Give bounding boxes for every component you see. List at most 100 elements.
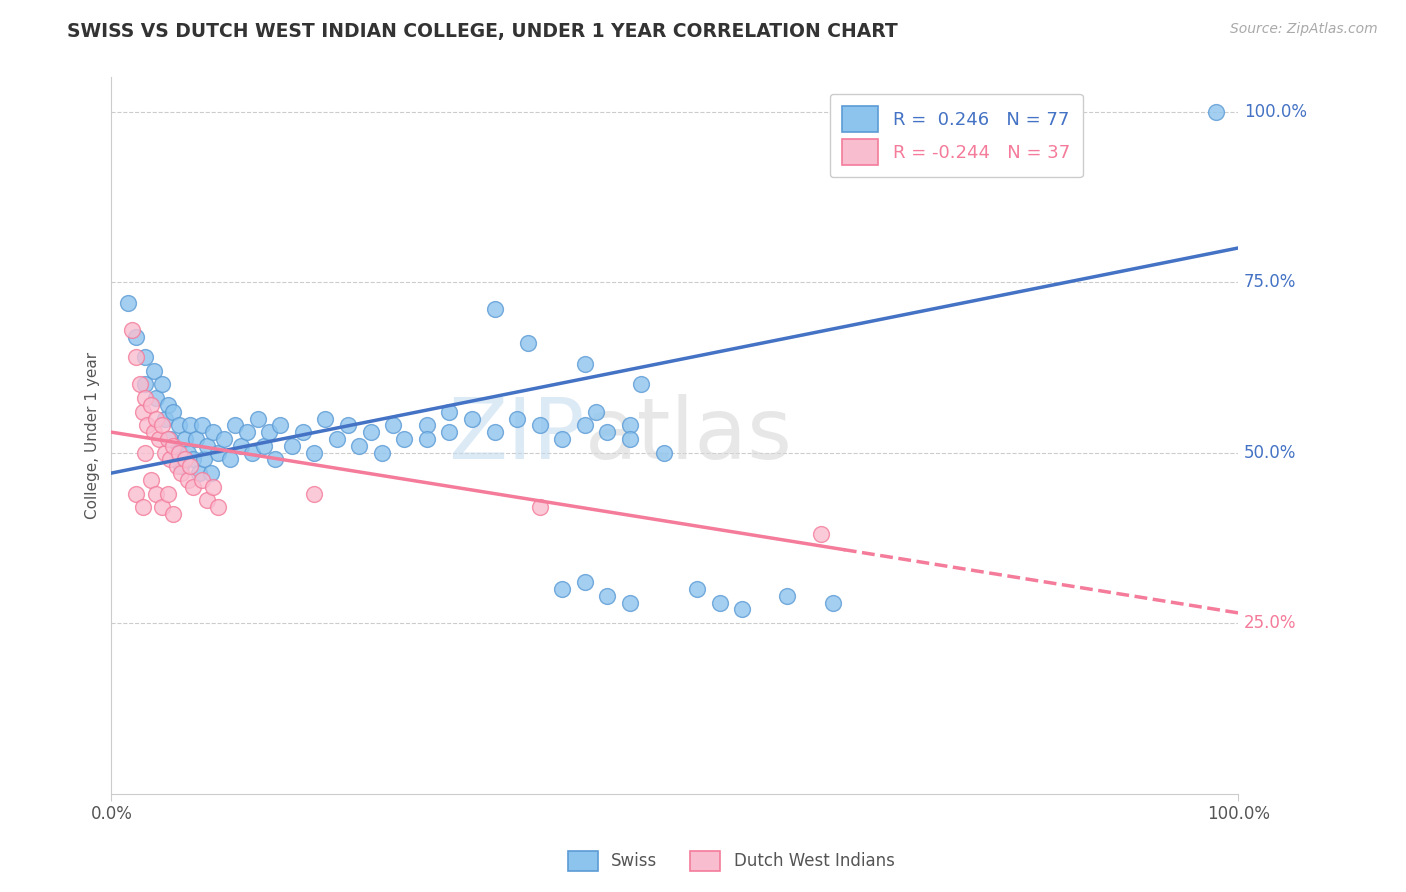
Point xyxy=(139,473,162,487)
Point xyxy=(574,357,596,371)
Point xyxy=(326,432,349,446)
Point xyxy=(162,439,184,453)
Point xyxy=(139,398,162,412)
Legend: R =  0.246   N = 77, R = -0.244   N = 37: R = 0.246 N = 77, R = -0.244 N = 37 xyxy=(830,94,1083,178)
Text: ZIP: ZIP xyxy=(449,394,585,477)
Point xyxy=(125,486,148,500)
Point xyxy=(134,377,156,392)
Point xyxy=(229,439,252,453)
Point xyxy=(551,582,574,596)
Point xyxy=(156,398,179,412)
Point xyxy=(269,418,291,433)
Point xyxy=(619,432,641,446)
Point xyxy=(173,432,195,446)
Point xyxy=(619,596,641,610)
Point xyxy=(181,452,204,467)
Point xyxy=(190,473,212,487)
Point xyxy=(574,418,596,433)
Point xyxy=(166,445,188,459)
Text: 100.0%: 100.0% xyxy=(1244,103,1306,120)
Point xyxy=(207,500,229,515)
Point xyxy=(117,295,139,310)
Point xyxy=(416,418,439,433)
Point xyxy=(776,589,799,603)
Point xyxy=(224,418,246,433)
Point xyxy=(371,445,394,459)
Text: 50.0%: 50.0% xyxy=(1244,443,1296,462)
Point xyxy=(195,439,218,453)
Point xyxy=(360,425,382,439)
Text: atlas: atlas xyxy=(585,394,793,477)
Point xyxy=(162,405,184,419)
Point xyxy=(155,411,177,425)
Legend: Swiss, Dutch West Indians: Swiss, Dutch West Indians xyxy=(560,842,903,880)
Point xyxy=(167,445,190,459)
Point xyxy=(585,405,607,419)
Point xyxy=(257,425,280,439)
Point xyxy=(349,439,371,453)
Point xyxy=(302,486,325,500)
Point xyxy=(134,445,156,459)
Point xyxy=(188,466,211,480)
Point xyxy=(484,302,506,317)
Point xyxy=(121,323,143,337)
Point xyxy=(134,391,156,405)
Point xyxy=(156,432,179,446)
Point xyxy=(170,459,193,474)
Point xyxy=(416,432,439,446)
Point xyxy=(252,439,274,453)
Point xyxy=(177,445,200,459)
Point xyxy=(128,377,150,392)
Point xyxy=(134,350,156,364)
Text: 25.0%: 25.0% xyxy=(1244,615,1296,632)
Point xyxy=(193,452,215,467)
Point xyxy=(159,432,181,446)
Point xyxy=(201,425,224,439)
Point xyxy=(143,425,166,439)
Point xyxy=(190,418,212,433)
Point xyxy=(235,425,257,439)
Point xyxy=(177,473,200,487)
Point xyxy=(218,452,240,467)
Point xyxy=(145,486,167,500)
Point xyxy=(280,439,302,453)
Point xyxy=(173,452,195,467)
Point xyxy=(200,466,222,480)
Y-axis label: College, Under 1 year: College, Under 1 year xyxy=(86,352,100,519)
Point xyxy=(166,459,188,474)
Point xyxy=(240,445,263,459)
Point xyxy=(439,425,461,439)
Point xyxy=(619,418,641,433)
Point xyxy=(529,500,551,515)
Text: 75.0%: 75.0% xyxy=(1244,273,1296,291)
Point xyxy=(136,418,159,433)
Point xyxy=(337,418,360,433)
Point xyxy=(148,432,170,446)
Point xyxy=(181,480,204,494)
Point xyxy=(132,500,155,515)
Point xyxy=(302,445,325,459)
Point xyxy=(184,432,207,446)
Point xyxy=(155,445,177,459)
Point xyxy=(145,391,167,405)
Point xyxy=(382,418,405,433)
Point xyxy=(517,336,540,351)
Point xyxy=(170,466,193,480)
Point xyxy=(125,329,148,343)
Point xyxy=(394,432,416,446)
Point xyxy=(821,596,844,610)
Point xyxy=(125,350,148,364)
Point xyxy=(709,596,731,610)
Point xyxy=(574,575,596,590)
Point xyxy=(156,486,179,500)
Point xyxy=(143,364,166,378)
Point xyxy=(810,527,832,541)
Point xyxy=(652,445,675,459)
Text: Source: ZipAtlas.com: Source: ZipAtlas.com xyxy=(1230,22,1378,37)
Point xyxy=(145,411,167,425)
Point xyxy=(1205,104,1227,119)
Point xyxy=(150,377,173,392)
Point xyxy=(596,425,619,439)
Point xyxy=(630,377,652,392)
Point xyxy=(212,432,235,446)
